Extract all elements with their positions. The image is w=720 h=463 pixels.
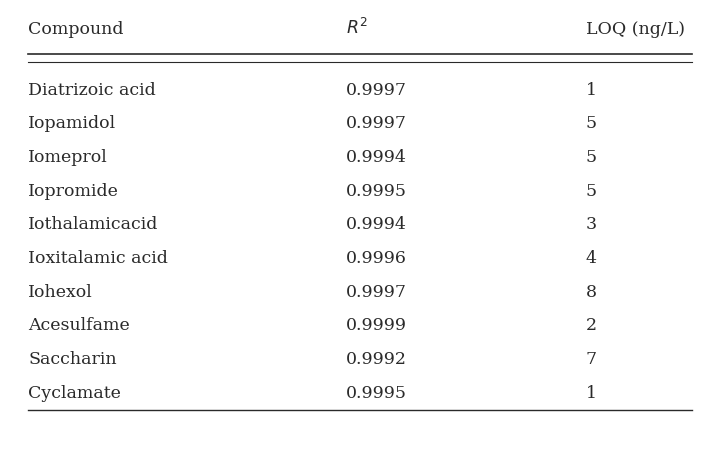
Text: 0.9999: 0.9999 — [346, 317, 407, 334]
Text: 2: 2 — [586, 317, 597, 334]
Text: 7: 7 — [586, 351, 597, 368]
Text: 0.9994: 0.9994 — [346, 149, 407, 166]
Text: Acesulfame: Acesulfame — [28, 317, 130, 334]
Text: Saccharin: Saccharin — [28, 351, 117, 368]
Text: Cyclamate: Cyclamate — [28, 385, 121, 402]
Text: 3: 3 — [586, 216, 597, 233]
Text: LOQ (ng/L): LOQ (ng/L) — [586, 21, 685, 38]
Text: 1: 1 — [586, 81, 597, 99]
Text: 0.9997: 0.9997 — [346, 115, 407, 132]
Text: 0.9995: 0.9995 — [346, 182, 407, 200]
Text: 5: 5 — [586, 115, 597, 132]
Text: 1: 1 — [586, 385, 597, 402]
Text: 0.9995: 0.9995 — [346, 385, 407, 402]
Text: Ioxitalamic acid: Ioxitalamic acid — [28, 250, 168, 267]
Text: Iothalamicacid: Iothalamicacid — [28, 216, 158, 233]
Text: Iopromide: Iopromide — [28, 182, 119, 200]
Text: 0.9994: 0.9994 — [346, 216, 407, 233]
Text: Diatrizoic acid: Diatrizoic acid — [28, 81, 156, 99]
Text: 0.9997: 0.9997 — [346, 284, 407, 300]
Text: Iopamidol: Iopamidol — [28, 115, 116, 132]
Text: 5: 5 — [586, 149, 597, 166]
Text: 5: 5 — [586, 182, 597, 200]
Text: Iohexol: Iohexol — [28, 284, 93, 300]
Text: $\mathit{R}^2$: $\mathit{R}^2$ — [346, 18, 368, 38]
Text: 0.9992: 0.9992 — [346, 351, 407, 368]
Text: 0.9997: 0.9997 — [346, 81, 407, 99]
Text: Iomeprol: Iomeprol — [28, 149, 108, 166]
Text: 8: 8 — [586, 284, 597, 300]
Text: 0.9996: 0.9996 — [346, 250, 407, 267]
Text: Compound: Compound — [28, 21, 124, 38]
Text: 4: 4 — [586, 250, 597, 267]
